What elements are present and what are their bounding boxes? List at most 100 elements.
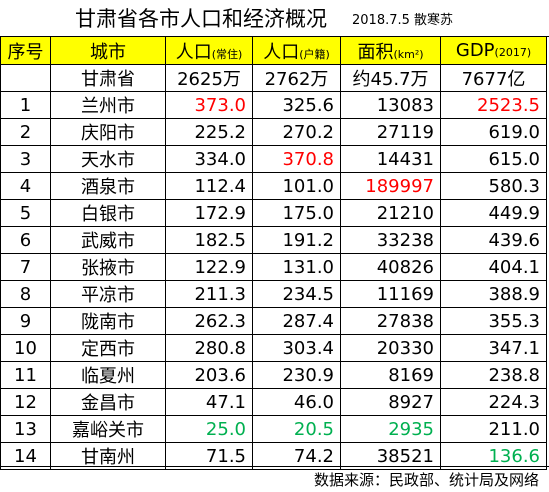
- cell-area[interactable]: 189997: [340, 172, 441, 200]
- cell-area[interactable]: 14431: [340, 145, 441, 173]
- cell-no[interactable]: 13: [0, 415, 51, 443]
- cell-city[interactable]: 酒泉市: [50, 172, 166, 200]
- cell-no[interactable]: 11: [0, 361, 51, 389]
- cell-area[interactable]: 13083: [340, 91, 441, 119]
- cell-pop-registered[interactable]: 303.4: [252, 334, 341, 362]
- cell-area[interactable]: 11169: [340, 280, 441, 308]
- cell-area[interactable]: 20330: [340, 334, 441, 362]
- cell-pop-resident[interactable]: 225.2: [165, 118, 253, 146]
- cell-pop-resident[interactable]: 182.5: [165, 226, 253, 254]
- cell-gdp[interactable]: 136.6: [440, 442, 547, 470]
- cell-gdp[interactable]: 2523.5: [440, 91, 547, 119]
- cell-gdp[interactable]: 347.1: [440, 334, 547, 362]
- header-gdp[interactable]: GDP(2017): [440, 36, 547, 65]
- cell-pop-registered[interactable]: 74.2: [252, 442, 341, 470]
- cell-city[interactable]: 嘉峪关市: [50, 415, 166, 443]
- cell-no[interactable]: 6: [0, 226, 51, 254]
- cell-area[interactable]: 40826: [340, 253, 441, 281]
- cell-no[interactable]: 10: [0, 334, 51, 362]
- cell-gdp[interactable]: 449.9: [440, 199, 547, 227]
- cell-city[interactable]: 天水市: [50, 145, 166, 173]
- cell-city[interactable]: 金昌市: [50, 388, 166, 416]
- cell-no[interactable]: 12: [0, 388, 51, 416]
- cell-pop-resident[interactable]: 373.0: [165, 91, 253, 119]
- cell-gdp[interactable]: 580.3: [440, 172, 547, 200]
- cell-gdp[interactable]: 238.8: [440, 361, 547, 389]
- header-city[interactable]: 城市: [50, 36, 166, 65]
- cell-pop-resident[interactable]: 262.3: [165, 307, 253, 335]
- cell-pop-resident[interactable]: 203.6: [165, 361, 253, 389]
- cell-area[interactable]: 21210: [340, 199, 441, 227]
- cell-area[interactable]: 33238: [340, 226, 441, 254]
- cell-no[interactable]: 3: [0, 145, 51, 173]
- summary-pop-registered[interactable]: 2762万: [252, 64, 341, 92]
- cell-no[interactable]: 9: [0, 307, 51, 335]
- cell-city[interactable]: 庆阳市: [50, 118, 166, 146]
- cell-pop-resident[interactable]: 211.3: [165, 280, 253, 308]
- cell-city[interactable]: 平凉市: [50, 280, 166, 308]
- cell-pop-registered[interactable]: 175.0: [252, 199, 341, 227]
- cell-no[interactable]: 8: [0, 280, 51, 308]
- header-pop-registered-note: (户籍): [299, 47, 330, 61]
- cell-gdp[interactable]: 404.1: [440, 253, 547, 281]
- cell-area[interactable]: 8169: [340, 361, 441, 389]
- cell-pop-registered[interactable]: 230.9: [252, 361, 341, 389]
- cell-pop-registered[interactable]: 325.6: [252, 91, 341, 119]
- cell-no[interactable]: 1: [0, 91, 51, 119]
- cell-pop-registered[interactable]: 46.0: [252, 388, 341, 416]
- header-pop-registered[interactable]: 人口(户籍): [252, 36, 341, 65]
- cell-pop-resident[interactable]: 280.8: [165, 334, 253, 362]
- summary-gdp[interactable]: 7677亿: [440, 64, 547, 92]
- cell-city[interactable]: 张掖市: [50, 253, 166, 281]
- cell-pop-registered[interactable]: 234.5: [252, 280, 341, 308]
- cell-area[interactable]: 27119: [340, 118, 441, 146]
- cell-pop-registered[interactable]: 20.5: [252, 415, 341, 443]
- summary-row: 甘肃省 2625万 2762万 约45.7万 7677亿: [0, 64, 547, 92]
- summary-area[interactable]: 约45.7万: [340, 64, 441, 92]
- cell-pop-registered[interactable]: 287.4: [252, 307, 341, 335]
- cell-pop-resident[interactable]: 172.9: [165, 199, 253, 227]
- cell-no[interactable]: 7: [0, 253, 51, 281]
- table-row: 1 兰州市 373.0 325.6 13083 2523.5: [0, 91, 547, 119]
- cell-area[interactable]: 27838: [340, 307, 441, 335]
- cell-no[interactable]: 4: [0, 172, 51, 200]
- cell-city[interactable]: 白银市: [50, 199, 166, 227]
- cell-pop-resident[interactable]: 122.9: [165, 253, 253, 281]
- cell-pop-resident[interactable]: 25.0: [165, 415, 253, 443]
- cell-no[interactable]: 14: [0, 442, 51, 470]
- cell-gdp[interactable]: 615.0: [440, 145, 547, 173]
- cell-area[interactable]: 2935: [340, 415, 441, 443]
- table-row: 7 张掖市 122.9 131.0 40826 404.1: [0, 253, 547, 281]
- summary-pop-resident[interactable]: 2625万: [165, 64, 253, 92]
- cell-pop-resident[interactable]: 47.1: [165, 388, 253, 416]
- cell-pop-resident[interactable]: 112.4: [165, 172, 253, 200]
- cell-pop-registered[interactable]: 131.0: [252, 253, 341, 281]
- cell-city[interactable]: 甘南州: [50, 442, 166, 470]
- cell-pop-registered[interactable]: 370.8: [252, 145, 341, 173]
- cell-city[interactable]: 武威市: [50, 226, 166, 254]
- cell-city[interactable]: 兰州市: [50, 91, 166, 119]
- cell-gdp[interactable]: 355.3: [440, 307, 547, 335]
- cell-gdp[interactable]: 619.0: [440, 118, 547, 146]
- cell-pop-registered[interactable]: 270.2: [252, 118, 341, 146]
- cell-no[interactable]: 2: [0, 118, 51, 146]
- cell-pop-registered[interactable]: 191.2: [252, 226, 341, 254]
- cell-city[interactable]: 临夏州: [50, 361, 166, 389]
- cell-city[interactable]: 定西市: [50, 334, 166, 362]
- cell-gdp[interactable]: 224.3: [440, 388, 547, 416]
- cell-gdp[interactable]: 211.0: [440, 415, 547, 443]
- cell-city[interactable]: 陇南市: [50, 307, 166, 335]
- summary-city[interactable]: 甘肃省: [50, 64, 166, 92]
- cell-area[interactable]: 8927: [340, 388, 441, 416]
- cell-no[interactable]: 5: [0, 199, 51, 227]
- cell-pop-resident[interactable]: 334.0: [165, 145, 253, 173]
- header-pop-resident[interactable]: 人口(常住): [165, 36, 253, 65]
- header-no[interactable]: 序号: [0, 36, 51, 65]
- cell-pop-registered[interactable]: 101.0: [252, 172, 341, 200]
- header-pop-registered-label: 人口: [263, 41, 300, 63]
- table-row: 4 酒泉市 112.4 101.0 189997 580.3: [0, 172, 547, 200]
- header-area[interactable]: 面积(km²): [340, 36, 441, 65]
- summary-no[interactable]: [0, 64, 51, 92]
- cell-gdp[interactable]: 439.6: [440, 226, 547, 254]
- cell-gdp[interactable]: 388.9: [440, 280, 547, 308]
